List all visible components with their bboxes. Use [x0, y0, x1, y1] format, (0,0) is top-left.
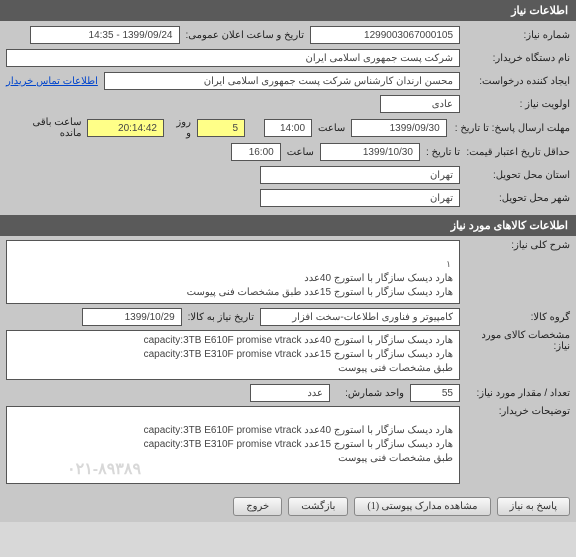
- field-need-date-to: 1399/10/29: [82, 308, 182, 326]
- section-header-need-info: اطلاعات نیاز: [0, 0, 576, 21]
- text-general-desc: هارد دیسک سازگار با استورج 40عدد هارد دی…: [187, 273, 453, 298]
- label-ta-tarikh: تا تاریخ :: [420, 147, 460, 158]
- field-qty: 55: [410, 384, 460, 402]
- button-bar: پاسخ به نیاز مشاهده مدارک پیوستی (1) باز…: [0, 491, 576, 522]
- label-buyer-notes: توضیحات خریدار:: [460, 406, 570, 417]
- field-announce-datetime: 1399/09/24 - 14:35: [30, 26, 180, 44]
- label-goods-group: گروه کالا:: [460, 312, 570, 323]
- field-goods-group: کامپیوتر و فناوری اطلاعات-سخت افزار: [260, 308, 460, 326]
- section-header-goods-info: اطلاعات کالاهای مورد نیاز: [0, 215, 576, 236]
- field-need-number: 1299003067000105: [310, 26, 460, 44]
- field-requester: محسن ارندان کارشناس شرکت پست جمهوری اسلا…: [104, 72, 460, 90]
- label-min-validity: حداقل تاریخ اعتبار قیمت:: [460, 147, 570, 158]
- field-deadline-time: 14:00: [264, 119, 312, 137]
- field-goods-spec: هارد دیسک سازگار با استورج 40عدد capacit…: [6, 330, 460, 380]
- label-delivery-province: استان محل تحویل:: [460, 170, 570, 181]
- label-qty: تعداد / مقدار مورد نیاز:: [460, 388, 570, 399]
- label-need-number: شماره نیاز:: [460, 30, 570, 41]
- label-delivery-city: شهر محل تحویل:: [460, 193, 570, 204]
- field-validity-time: 16:00: [231, 143, 281, 161]
- watermark: ۰۲۱-۸۹۳۸۹: [67, 459, 141, 481]
- label-saat-1: ساعت: [312, 123, 351, 134]
- goods-info-panel: شرح کلی نیاز: ۱ هارد دیسک سازگار با استو…: [0, 236, 576, 491]
- field-days-remaining: 5: [197, 119, 245, 137]
- field-deadline-date: 1399/09/30: [351, 119, 446, 137]
- label-deadline: مهلت ارسال پاسخ: تا تاریخ :: [447, 123, 570, 134]
- label-requester: ایجاد کننده درخواست:: [460, 76, 570, 87]
- text-buyer-notes: هارد دیسک سازگار با استورج 40عدد capacit…: [144, 425, 453, 464]
- attachments-button[interactable]: مشاهده مدارک پیوستی (1): [354, 497, 490, 516]
- label-priority: اولویت نیاز :: [460, 99, 570, 110]
- label-days-suffix: ساعت باقی مانده: [6, 117, 88, 139]
- label-need-date-to: تاریخ نیاز به کالا:: [182, 312, 260, 323]
- contact-link[interactable]: اطلاعات تماس خریدار: [6, 76, 98, 87]
- exit-button[interactable]: خروج: [233, 497, 282, 516]
- respond-button[interactable]: پاسخ به نیاز: [497, 497, 571, 516]
- need-info-panel: شماره نیاز: 1299003067000105 تاریخ و ساع…: [0, 21, 576, 215]
- field-delivery-city: تهران: [260, 189, 460, 207]
- field-buyer-notes: هارد دیسک سازگار با استورج 40عدد capacit…: [6, 406, 460, 484]
- label-general-desc: شرح کلی نیاز:: [460, 240, 570, 251]
- label-buyer-org: نام دستگاه خریدار:: [460, 53, 570, 64]
- field-general-desc: ۱ هارد دیسک سازگار با استورج 40عدد هارد …: [6, 240, 460, 304]
- label-days-mid: روز و: [164, 117, 197, 139]
- field-time-remaining: 20:14:42: [87, 119, 164, 137]
- label-goods-spec: مشخصات کالای مورد نیاز:: [460, 330, 570, 352]
- label-announce-datetime: تاریخ و ساعت اعلان عمومی:: [180, 30, 311, 41]
- field-unit: عدد: [250, 384, 330, 402]
- field-buyer-org: شرکت پست جمهوری اسلامی ایران: [6, 49, 460, 67]
- field-priority: عادی: [380, 95, 460, 113]
- back-button[interactable]: بازگشت: [288, 497, 348, 516]
- field-validity-date: 1399/10/30: [320, 143, 420, 161]
- corner-marker-1: ۱: [446, 259, 453, 269]
- label-unit: واحد شمارش:: [330, 388, 410, 399]
- field-delivery-province: تهران: [260, 166, 460, 184]
- label-saat-2: ساعت: [281, 147, 320, 158]
